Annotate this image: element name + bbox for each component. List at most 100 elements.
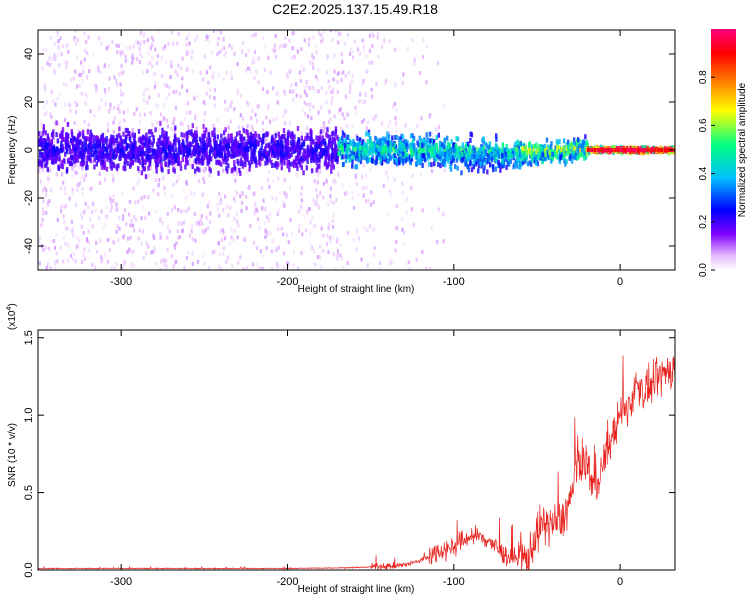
spectrogram-cell: [341, 183, 344, 188]
spectrogram-cell: [401, 227, 404, 232]
spectrogram-cell: [395, 239, 398, 244]
spectrogram-cell: [268, 170, 271, 175]
spectrogram-cell: [432, 139, 436, 144]
spectrogram-cell: [57, 39, 60, 44]
spectrogram-cell: [103, 159, 106, 165]
chart-title: C2E2.2025.137.15.49.R18: [272, 1, 438, 17]
spectrogram-cell: [95, 155, 98, 161]
spectrogram-cell: [117, 163, 120, 169]
spectrogram-cell: [92, 144, 95, 149]
spectrogram-cell: [314, 144, 317, 150]
spectrogram-cell: [484, 150, 488, 156]
spectrogram-cell: [235, 131, 239, 137]
spectrogram-cell: [233, 153, 236, 159]
spectrogram-cell: [358, 151, 361, 157]
spectrogram-cell: [87, 151, 90, 157]
spectrogram-cell: [286, 163, 289, 169]
spectrogram-cell: [536, 161, 540, 167]
spectrogram-cell: [295, 162, 299, 168]
spectrogram-cell: [312, 149, 315, 155]
spectrogram-cell: [305, 80, 308, 84]
spectrogram-cell: [303, 153, 306, 159]
spectrogram-cell: [368, 150, 371, 156]
spectrogram-cell: [163, 82, 166, 87]
spectrogram-cell: [138, 46, 141, 51]
spectrogram-cell: [477, 163, 481, 169]
spectrogram-cell: [310, 116, 313, 121]
spectrogram-cell: [70, 78, 73, 82]
spectrogram-cell: [465, 154, 468, 160]
spectrogram-cell: [195, 221, 198, 226]
spectrogram-cell: [365, 126, 368, 131]
spectrogram-cell: [344, 137, 347, 143]
spectrogram-cell: [416, 123, 419, 128]
spectrogram-cell: [576, 145, 579, 150]
spectrogram-cell: [318, 244, 322, 249]
spectrogram-cell: [230, 76, 233, 81]
spectrogram-cell: [75, 109, 78, 114]
spectrogram-cell: [555, 149, 559, 154]
spectrogram-cell: [398, 160, 401, 165]
spectrogram-cell: [330, 90, 333, 94]
spectrogram-cell: [65, 65, 68, 70]
spectrogram-cell: [78, 139, 81, 145]
spectrogram-cell: [501, 148, 505, 154]
spectrogram-cell: [214, 88, 217, 93]
spectrogram-cell: [283, 160, 286, 166]
spectrogram-cell: [160, 55, 163, 60]
spectrogram-cell: [86, 136, 89, 142]
spectrogram-cell: [191, 50, 194, 55]
spectrogram-cell: [105, 139, 108, 145]
spectrogram-cell: [449, 164, 452, 170]
spectrogram-cell: [166, 225, 170, 230]
spectrogram-cell: [378, 146, 381, 152]
spectrogram-cell: [274, 133, 277, 139]
spectrogram-cell: [60, 172, 63, 177]
spectrogram-cell: [53, 139, 56, 144]
spectrogram-cell: [53, 245, 57, 250]
spectrogram-cell: [463, 148, 466, 154]
spectrogram-cell: [508, 151, 511, 157]
spectrogram-cell: [587, 150, 591, 156]
spectrogram-cell: [249, 131, 252, 137]
spectrogram-cell: [52, 145, 55, 151]
spectrogram-cell: [297, 158, 301, 164]
spectrogram-cell: [341, 135, 344, 141]
spectrogram-cell: [261, 36, 264, 41]
spectrogram-cell: [164, 161, 167, 167]
spectrogram-cell: [354, 156, 358, 161]
spectrogram-cell: [241, 160, 244, 166]
spectrogram-cell: [314, 152, 317, 158]
spectrogram-cell: [271, 196, 274, 200]
spectrogram-cell: [237, 260, 240, 265]
spectrogram-cell: [343, 146, 346, 152]
spectrogram-cell: [371, 60, 374, 65]
spectrogram-cell: [277, 143, 280, 149]
spectrogram-cell: [344, 154, 347, 160]
spectrogram-cell: [325, 132, 328, 138]
spectrogram-cell: [68, 161, 72, 166]
spectrogram-cell: [202, 149, 205, 155]
spectrogram-cell: [339, 150, 342, 156]
spectrogram-cell: [124, 127, 128, 133]
spectrogram-cell: [351, 150, 354, 156]
spectrogram-cell: [92, 159, 95, 164]
spectrogram-cell: [342, 161, 345, 167]
spectrogram-cell: [154, 127, 157, 133]
spectrogram-cell: [284, 36, 287, 40]
spectrogram-cell: [569, 153, 572, 159]
spectrogram-cell: [312, 35, 315, 40]
spectrogram-cell: [419, 172, 422, 177]
spectrogram-cell: [364, 140, 368, 145]
spectrogram-cell: [215, 152, 218, 158]
spectrogram-cell: [222, 77, 225, 82]
spectrogram-cell: [271, 238, 274, 243]
spectrogram-cell: [265, 246, 268, 250]
spectrogram-cell: [355, 182, 358, 186]
spectrogram-cell: [370, 31, 373, 36]
spectrogram-cell: [82, 160, 86, 166]
spectrogram-cell: [290, 134, 293, 140]
spectrogram-cell: [218, 229, 221, 234]
spectrogram-cell: [339, 147, 342, 153]
spectrogram-cell: [122, 262, 126, 267]
